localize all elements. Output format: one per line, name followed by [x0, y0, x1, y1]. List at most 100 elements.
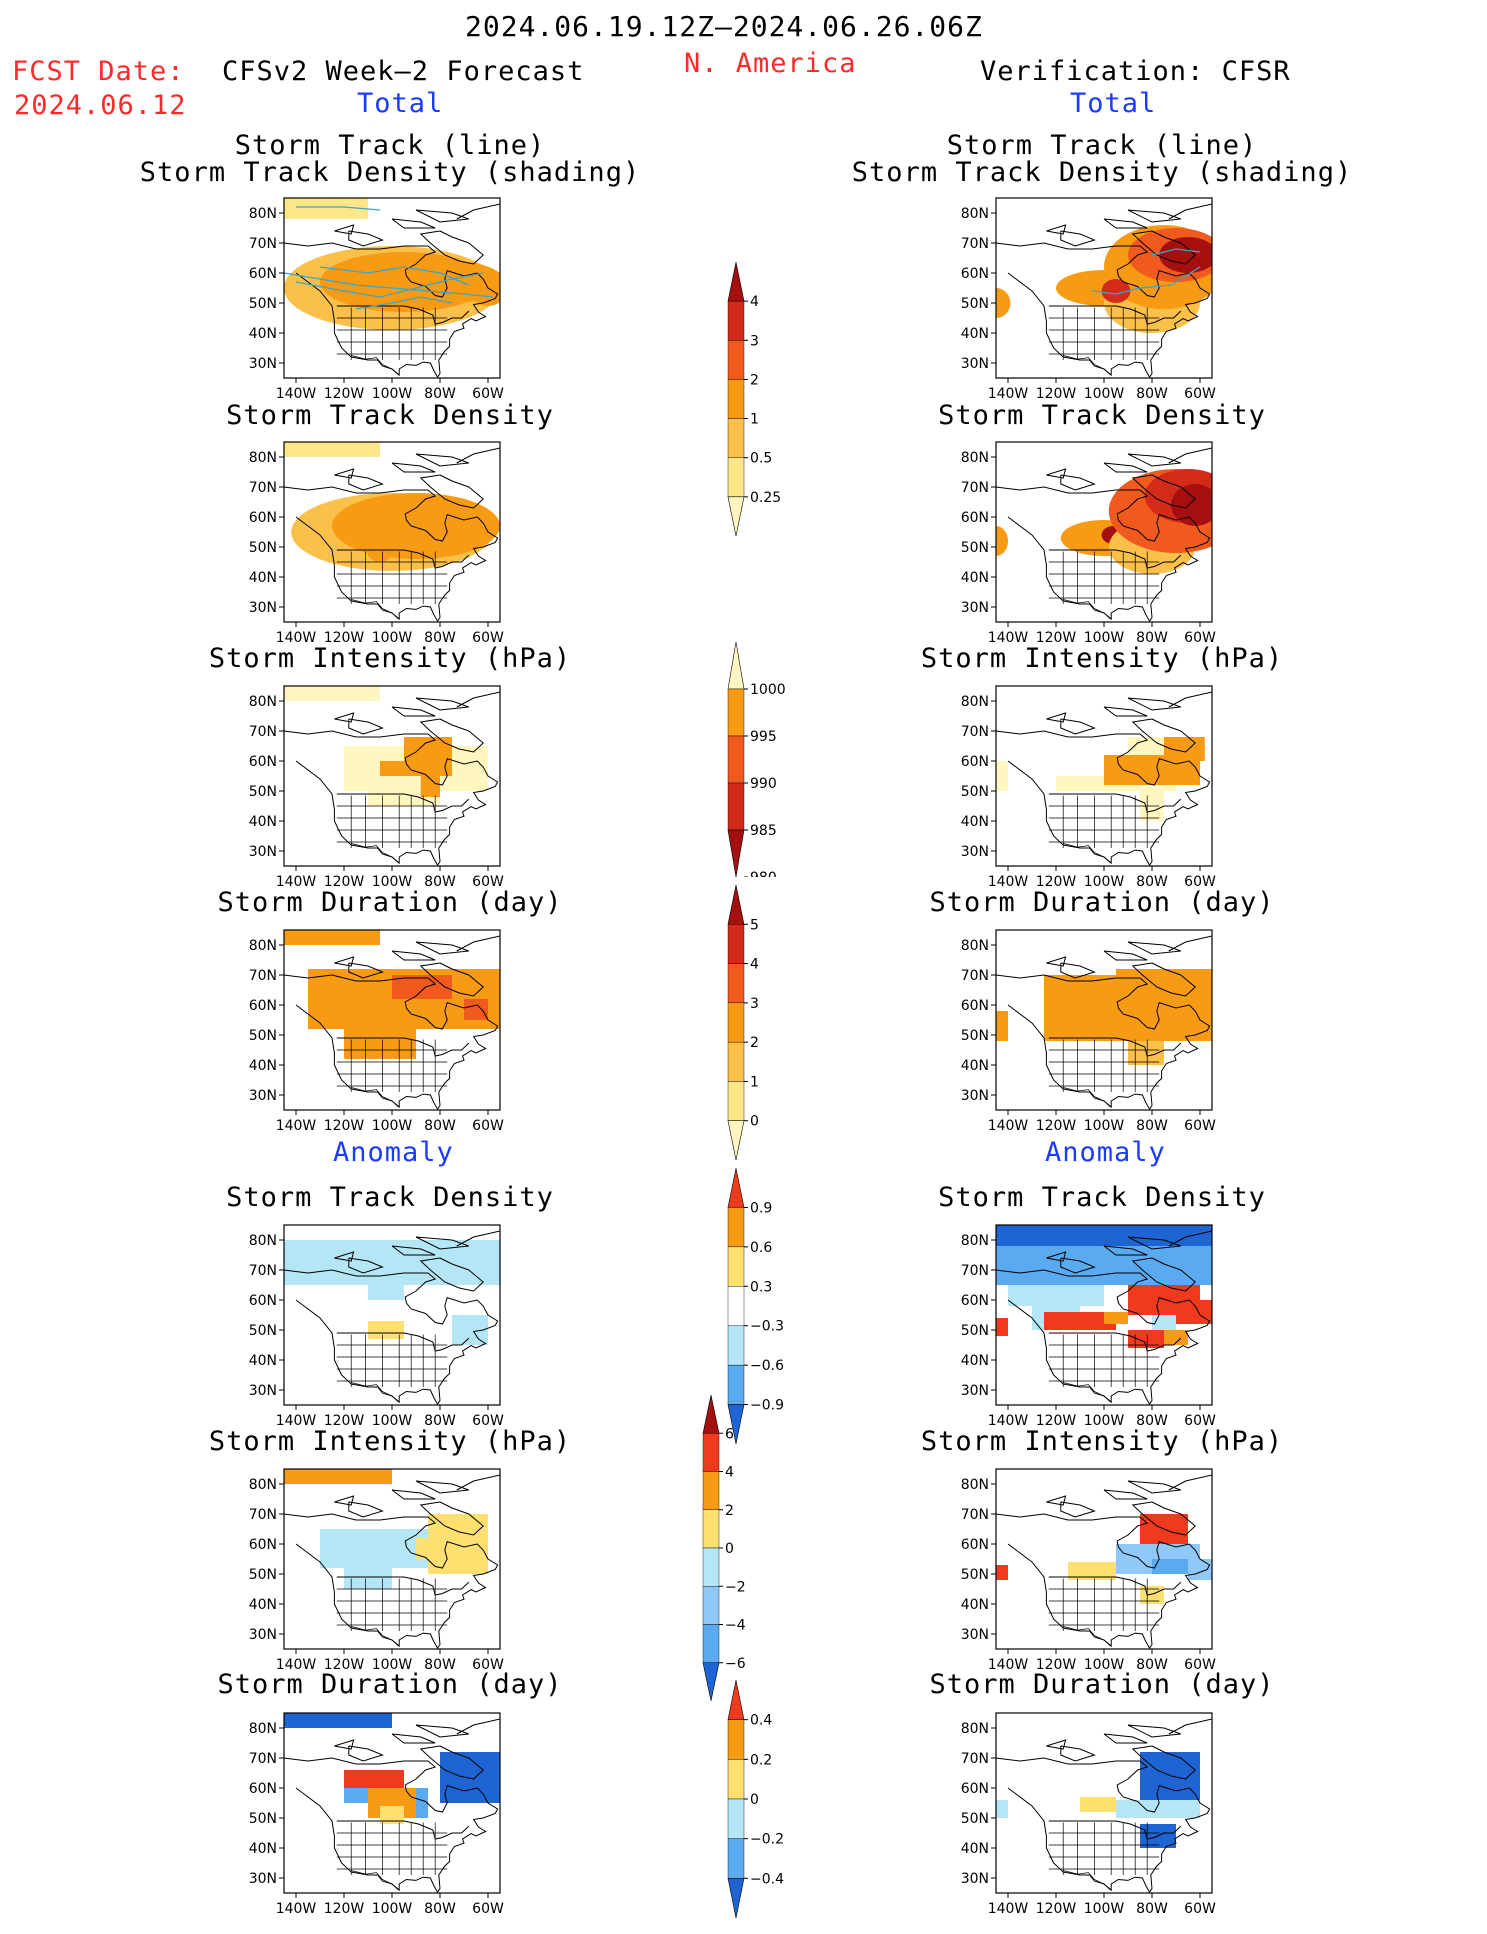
fcst-date-value: 2024.06.12	[14, 90, 187, 121]
svg-text:40N: 40N	[249, 1353, 277, 1369]
title-l2: Storm Track Density	[226, 400, 554, 431]
svg-text:50N: 50N	[961, 296, 989, 312]
svg-text:60N: 60N	[961, 998, 989, 1014]
svg-text:−0.9: −0.9	[750, 1398, 784, 1414]
svg-text:40N: 40N	[961, 1058, 989, 1074]
svg-text:0: 0	[725, 1541, 734, 1557]
svg-text:−2: −2	[725, 1579, 746, 1595]
map-anom-fcst-duration: 80N 70N 60N 50N 40N 30N 140W 120W 100W 80W 60W	[240, 1705, 510, 1934]
svg-text:60N: 60N	[961, 1537, 989, 1553]
map-total-fcst-duration: 80N 70N 60N 50N 40N 30N 140W 120W 100W 80W 60W	[240, 922, 510, 1151]
svg-text:60W: 60W	[1184, 874, 1216, 890]
svg-text:100W: 100W	[372, 874, 413, 890]
svg-text:120W: 120W	[1036, 630, 1077, 646]
svg-text:140W: 140W	[276, 1118, 317, 1134]
svg-text:100W: 100W	[372, 630, 413, 646]
svg-text:80W: 80W	[424, 1413, 456, 1429]
svg-text:50N: 50N	[249, 1028, 277, 1044]
svg-text:100W: 100W	[372, 1413, 413, 1429]
svg-text:80W: 80W	[1136, 386, 1168, 402]
svg-text:30N: 30N	[249, 844, 277, 860]
svg-text:60N: 60N	[961, 510, 989, 526]
title-l1-b: Storm Track Density (shading)	[139, 157, 641, 188]
svg-text:30N: 30N	[961, 844, 989, 860]
svg-text:1: 1	[750, 1074, 759, 1090]
svg-text:−0.2: −0.2	[750, 1832, 784, 1848]
svg-text:50N: 50N	[961, 1323, 989, 1339]
svg-text:2: 2	[725, 1503, 734, 1519]
svg-text:80N: 80N	[249, 450, 277, 466]
title-l5: Storm Track Density	[226, 1182, 554, 1213]
svg-text:80W: 80W	[424, 1657, 456, 1673]
svg-text:30N: 30N	[249, 356, 277, 372]
svg-text:100W: 100W	[1084, 386, 1125, 402]
svg-text:100W: 100W	[372, 386, 413, 402]
colorbar-anom-density: 0.9 0.6 0.3 −0.3 −0.6 −0.9	[700, 1167, 790, 1448]
svg-text:40N: 40N	[961, 1841, 989, 1857]
svg-text:1: 1	[750, 412, 759, 428]
svg-text:80W: 80W	[1136, 1657, 1168, 1673]
title-r5: Storm Track Density	[938, 1182, 1266, 1213]
map-total-obs-track: 80N 70N 60N 50N 40N 30N 140W 120W 100W 80W 60W	[952, 190, 1222, 419]
svg-text:140W: 140W	[276, 874, 317, 890]
svg-text:80W: 80W	[1136, 1118, 1168, 1134]
svg-text:0.3: 0.3	[750, 1279, 772, 1295]
svg-text:70N: 70N	[249, 724, 277, 740]
svg-text:50N: 50N	[961, 1567, 989, 1583]
svg-text:60W: 60W	[472, 386, 504, 402]
svg-text:70N: 70N	[249, 1507, 277, 1523]
fcst-date-label: FCST Date:	[12, 56, 185, 87]
svg-text:40N: 40N	[249, 1597, 277, 1613]
svg-text:0.5: 0.5	[750, 451, 772, 467]
svg-text:40N: 40N	[249, 326, 277, 342]
svg-text:60W: 60W	[1184, 1118, 1216, 1134]
svg-text:120W: 120W	[1036, 1657, 1077, 1673]
svg-text:−0.6: −0.6	[750, 1358, 784, 1374]
svg-text:50N: 50N	[249, 1323, 277, 1339]
svg-text:50N: 50N	[249, 296, 277, 312]
right-total-label: Total	[1070, 88, 1157, 119]
svg-text:140W: 140W	[988, 1413, 1029, 1429]
svg-text:60N: 60N	[249, 754, 277, 770]
svg-text:80W: 80W	[424, 630, 456, 646]
svg-text:80N: 80N	[961, 1721, 989, 1737]
svg-text:80W: 80W	[424, 386, 456, 402]
svg-text:40N: 40N	[961, 814, 989, 830]
svg-text:−0.3: −0.3	[750, 1319, 784, 1335]
colorbar-total-density: 4 3 2 1 0.5 0.25	[700, 261, 790, 540]
title-l6: Storm Intensity (hPa)	[208, 1426, 572, 1457]
svg-text:60N: 60N	[961, 1781, 989, 1797]
svg-text:50N: 50N	[961, 540, 989, 556]
svg-text:60W: 60W	[1184, 1413, 1216, 1429]
svg-text:70N: 70N	[249, 1263, 277, 1279]
svg-text:100W: 100W	[1084, 1657, 1125, 1673]
svg-text:60W: 60W	[472, 630, 504, 646]
svg-text:30N: 30N	[961, 600, 989, 616]
svg-text:6: 6	[725, 1426, 734, 1442]
svg-text:80N: 80N	[961, 206, 989, 222]
svg-text:60N: 60N	[249, 1537, 277, 1553]
svg-text:30N: 30N	[249, 1088, 277, 1104]
svg-text:2: 2	[750, 1035, 759, 1051]
svg-text:70N: 70N	[961, 1263, 989, 1279]
svg-text:80N: 80N	[249, 1721, 277, 1737]
svg-text:120W: 120W	[324, 386, 365, 402]
svg-text:70N: 70N	[961, 968, 989, 984]
svg-text:70N: 70N	[961, 1507, 989, 1523]
svg-text:60W: 60W	[472, 1657, 504, 1673]
region-title: N. America	[684, 48, 857, 79]
svg-text:140W: 140W	[988, 1118, 1029, 1134]
svg-text:100W: 100W	[1084, 1901, 1125, 1917]
svg-text:60W: 60W	[472, 874, 504, 890]
svg-text:80N: 80N	[961, 938, 989, 954]
svg-text:60W: 60W	[1184, 1657, 1216, 1673]
title-r2: Storm Track Density	[938, 400, 1266, 431]
svg-text:120W: 120W	[1036, 1901, 1077, 1917]
svg-text:80N: 80N	[961, 1233, 989, 1249]
map-anom-fcst-density: 80N 70N 60N 50N 40N 30N 140W 120W 100W 80W 60W	[240, 1217, 510, 1446]
svg-text:3: 3	[750, 996, 759, 1012]
svg-text:70N: 70N	[249, 1751, 277, 1767]
right-anomaly-label: Anomaly	[1045, 1137, 1166, 1168]
svg-text:40N: 40N	[249, 570, 277, 586]
forecast-title: CFSv2 Week–2 Forecast	[222, 56, 585, 87]
